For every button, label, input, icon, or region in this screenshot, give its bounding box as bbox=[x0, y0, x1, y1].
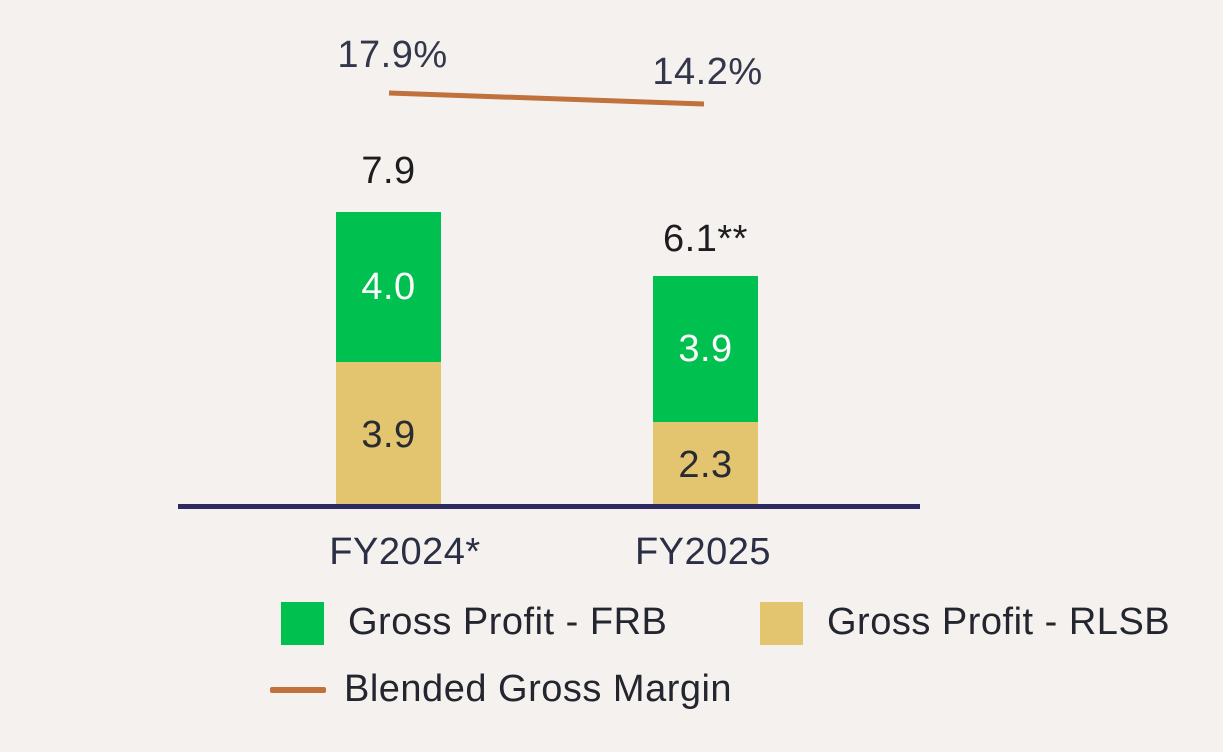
segment-value-label-fy2024-rlsb: 3.9 bbox=[361, 414, 416, 456]
bar-fy2024-rlsb-segment: 3.9 bbox=[336, 362, 441, 508]
segment-value-label-fy2024-frb: 4.0 bbox=[361, 266, 416, 308]
legend-line-swatch-blended-gross-margin bbox=[270, 687, 326, 693]
margin-value-label-fy2024: 17.9% bbox=[337, 34, 448, 76]
legend-item-rlsb: Gross Profit - RLSB bbox=[760, 600, 1170, 646]
bar-total-label-fy2024: 7.9 bbox=[361, 150, 416, 192]
x-axis-line bbox=[178, 504, 920, 509]
x-axis-label-fy2025: FY2025 bbox=[634, 531, 772, 573]
legend-item-frb: Gross Profit - FRB bbox=[281, 600, 667, 646]
legend-label-blended-gross-margin: Blended Gross Margin bbox=[344, 668, 733, 711]
bar-total-label-fy2025: 6.1** bbox=[663, 218, 748, 260]
legend-label-frb: Gross Profit - FRB bbox=[348, 601, 668, 644]
legend-swatch-frb bbox=[281, 601, 324, 645]
margin-line-segment bbox=[388, 90, 705, 107]
margin-value-label-fy2025: 14.2% bbox=[652, 51, 763, 93]
legend-label-rlsb: Gross Profit - RLSB bbox=[827, 601, 1171, 644]
stacked-bar-fy2025: 3.9 2.3 bbox=[653, 276, 758, 508]
bar-fy2024-frb-segment: 4.0 bbox=[336, 212, 441, 362]
segment-value-label-fy2025-rlsb: 2.3 bbox=[678, 444, 733, 486]
bar-fy2025-frb-segment: 3.9 bbox=[653, 276, 758, 422]
bar-fy2025-rlsb-segment: 2.3 bbox=[653, 422, 758, 508]
legend-item-blended-gross-margin: Blended Gross Margin bbox=[270, 667, 732, 713]
segment-value-label-fy2025-frb: 3.9 bbox=[678, 328, 733, 370]
x-axis-label-fy2024: FY2024* bbox=[329, 531, 481, 573]
stacked-bar-fy2024: 4.0 3.9 bbox=[336, 212, 441, 508]
legend-swatch-rlsb bbox=[760, 601, 803, 645]
